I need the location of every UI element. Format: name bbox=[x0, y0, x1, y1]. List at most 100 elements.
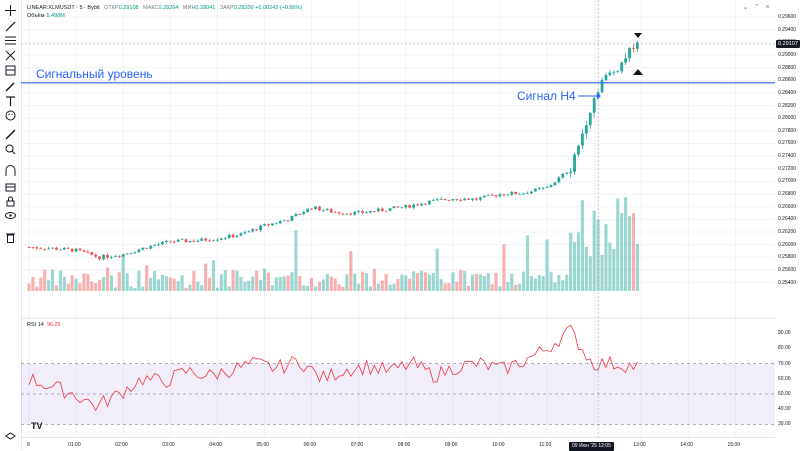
signal-h4-label[interactable]: Сигнал H4 bbox=[517, 89, 576, 103]
move-up-icon[interactable]: ⌃ bbox=[753, 4, 760, 11]
horizontal-lines-icon[interactable] bbox=[3, 34, 18, 47]
candle-body bbox=[294, 214, 298, 216]
volume-bar bbox=[50, 269, 55, 291]
time-tick-label: 11:00 bbox=[539, 442, 552, 448]
symbol-name[interactable]: LINEAR:XLMUSDT · 5 · Bybit bbox=[27, 5, 100, 11]
price-chart[interactable] bbox=[21, 0, 775, 437]
volume-bar bbox=[215, 287, 219, 291]
time-tick-label: 04:00 bbox=[209, 442, 222, 448]
candle-body bbox=[255, 229, 259, 231]
eye-icon[interactable] bbox=[3, 209, 18, 222]
candle-body bbox=[345, 213, 349, 215]
rsi-tick-label: 40.00 bbox=[778, 406, 791, 413]
time-axis[interactable]: 09 Июн '25 12:05 9 01:00 02:00 03:00 04:00 05… bbox=[21, 437, 775, 451]
ruler-icon[interactable] bbox=[3, 128, 18, 141]
price-tick-label: 0.25600 bbox=[778, 266, 797, 273]
volume-bar bbox=[380, 280, 384, 291]
volume-bar bbox=[239, 277, 243, 291]
candle-body bbox=[157, 244, 160, 246]
brush-icon[interactable] bbox=[3, 64, 18, 77]
price-tick-label: 0.27200 bbox=[778, 165, 797, 172]
volume-bar bbox=[317, 281, 322, 291]
signal-level-label[interactable]: Сигнальный уровень bbox=[36, 67, 153, 81]
candle-body bbox=[137, 249, 141, 253]
price-tick-label: 0.26600 bbox=[778, 203, 797, 210]
pencil-icon[interactable] bbox=[3, 80, 18, 93]
volume-bar bbox=[294, 230, 298, 291]
volume-bar bbox=[90, 281, 94, 291]
volume-bar bbox=[82, 273, 86, 291]
volume-bar bbox=[635, 243, 639, 291]
candle-body bbox=[451, 199, 455, 201]
volume-bar bbox=[408, 278, 412, 291]
candle-body bbox=[502, 194, 506, 196]
volume-bar bbox=[133, 287, 137, 291]
lock-icon[interactable] bbox=[3, 195, 18, 208]
rsi-tick-label: 60.00 bbox=[778, 375, 791, 382]
lock-drawing-icon[interactable] bbox=[3, 180, 18, 193]
volume-legend[interactable]: Объём 5.498M bbox=[27, 13, 65, 19]
candle-body bbox=[616, 71, 620, 73]
candle-body bbox=[74, 248, 78, 252]
fib-icon[interactable] bbox=[3, 49, 18, 62]
volume-bar bbox=[396, 279, 400, 291]
candle-body bbox=[384, 210, 388, 212]
zoom-icon[interactable] bbox=[3, 143, 18, 156]
candle-body bbox=[581, 133, 584, 146]
volume-bar bbox=[518, 283, 522, 291]
volume-bar bbox=[423, 272, 427, 291]
candle-body bbox=[200, 238, 204, 241]
volume-bar bbox=[262, 268, 267, 291]
volume-bar bbox=[204, 263, 208, 291]
price-tick-label: 0.25400 bbox=[778, 279, 797, 286]
trend-line-icon[interactable] bbox=[3, 20, 18, 33]
volume-bar bbox=[561, 280, 565, 291]
candle-body bbox=[604, 75, 608, 80]
rsi-legend[interactable]: RSI 14 96.25 bbox=[27, 322, 61, 328]
time-tick-label: 02:00 bbox=[115, 442, 128, 448]
close-pane-icon[interactable]: × bbox=[765, 4, 770, 11]
candle-body bbox=[298, 214, 302, 215]
candle-body bbox=[263, 224, 266, 226]
volume-bar bbox=[149, 277, 153, 291]
candle-body bbox=[121, 254, 125, 257]
magnet-icon[interactable] bbox=[3, 165, 18, 178]
price-tick-label: 0.25800 bbox=[778, 254, 797, 261]
volume-bar bbox=[557, 275, 561, 291]
candle-body bbox=[243, 232, 247, 234]
candle-body bbox=[102, 254, 105, 260]
volume-bar bbox=[349, 251, 353, 291]
price-axis[interactable]: 0.296000.294000.292000.290000.288000.286… bbox=[775, 0, 800, 437]
candle-body bbox=[129, 253, 133, 254]
volume-bar bbox=[188, 284, 192, 291]
volume-bar bbox=[321, 279, 325, 291]
volume-bar bbox=[474, 273, 479, 291]
crosshair-icon[interactable] bbox=[3, 4, 18, 17]
volume-bar bbox=[565, 274, 569, 291]
candle-body bbox=[490, 194, 494, 196]
trash-icon[interactable] bbox=[3, 231, 18, 244]
volume-bar bbox=[569, 232, 573, 291]
candle-body bbox=[239, 233, 243, 236]
tradingview-logo[interactable]: TV bbox=[31, 421, 43, 431]
candle-body bbox=[333, 212, 337, 214]
volume-bar bbox=[180, 275, 184, 291]
candle-body bbox=[494, 195, 498, 197]
price-tick-label: 0.28400 bbox=[778, 89, 797, 96]
price-tick-label: 0.27800 bbox=[778, 127, 797, 134]
volume-bar bbox=[541, 276, 545, 291]
candle-body bbox=[632, 47, 635, 49]
candle-body bbox=[188, 240, 192, 243]
volume-bar bbox=[447, 282, 451, 291]
volume-bar bbox=[612, 248, 616, 291]
text-icon[interactable] bbox=[3, 95, 18, 108]
volume-bar bbox=[105, 267, 110, 291]
volume-bar bbox=[286, 275, 290, 291]
candle-body bbox=[66, 247, 70, 249]
volume-bar bbox=[243, 281, 247, 291]
rsi-tick-label: 80.00 bbox=[778, 345, 791, 352]
move-down-icon[interactable]: ⌄ bbox=[742, 4, 749, 11]
candle-body bbox=[47, 248, 50, 250]
emoji-icon[interactable] bbox=[3, 109, 18, 122]
layers-icon[interactable] bbox=[3, 430, 18, 443]
